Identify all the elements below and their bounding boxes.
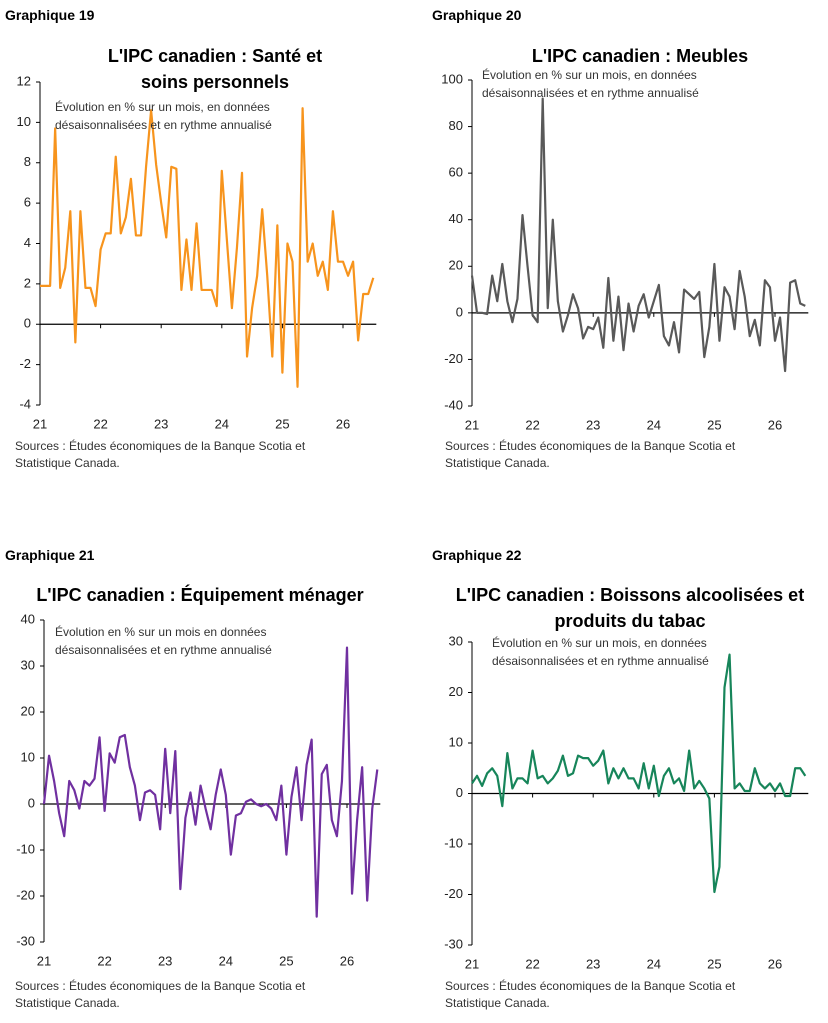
x-tick-label: 26 <box>336 416 350 431</box>
y-tick-label: -10 <box>444 835 463 850</box>
chart-source: Sources : Études économiques de la Banqu… <box>445 439 736 470</box>
y-tick-label: 6 <box>24 195 31 210</box>
chart-source: Sources : Études économiques de la Banqu… <box>15 439 306 470</box>
chart-label: Graphique 22 <box>432 547 522 563</box>
y-tick-label: 12 <box>17 73 31 88</box>
chart-source: Sources : Études économiques de la Banqu… <box>15 979 306 1010</box>
y-tick-label: -2 <box>19 356 31 371</box>
y-tick-label: 40 <box>21 611 35 626</box>
x-tick-label: 22 <box>93 416 107 431</box>
series-line <box>471 653 807 894</box>
x-tick-label: 22 <box>525 417 539 432</box>
y-tick-label: 80 <box>449 118 463 133</box>
y-tick-label: -4 <box>19 396 31 411</box>
x-tick-label: 23 <box>154 416 168 431</box>
x-tick-label: 26 <box>340 953 354 968</box>
y-tick-label: 2 <box>24 275 31 290</box>
chart-title: L'IPC canadien : Santé et soins personne… <box>107 46 323 92</box>
y-tick-label: 20 <box>449 684 463 699</box>
y-tick-label: 30 <box>449 633 463 648</box>
y-tick-label: 60 <box>449 165 463 180</box>
chart-title: L'IPC canadien : Boissons alcoolisées et… <box>455 585 805 631</box>
y-tick-label: 0 <box>24 316 31 331</box>
y-tick-label: 0 <box>456 785 463 800</box>
y-tick-label: 100 <box>441 71 463 86</box>
chart-subtitle: Évolution en % sur un mois en données dé… <box>55 625 272 657</box>
x-tick-label: 21 <box>465 956 479 971</box>
chart-title: L'IPC canadien : Meubles <box>531 46 749 66</box>
series-line <box>40 107 375 388</box>
series-line <box>470 97 806 373</box>
chart-subtitle: Évolution en % sur un mois, en données d… <box>55 100 272 132</box>
x-tick-label: 24 <box>647 417 661 432</box>
x-tick-label: 22 <box>525 956 539 971</box>
y-tick-label: -30 <box>16 933 35 948</box>
y-tick-label: 0 <box>456 304 463 319</box>
x-tick-label: 21 <box>37 953 51 968</box>
y-tick-label: 4 <box>24 235 31 250</box>
x-tick-label: 23 <box>586 417 600 432</box>
y-tick-label: -20 <box>444 886 463 901</box>
series-line <box>42 646 379 918</box>
y-tick-label: -20 <box>16 887 35 902</box>
y-tick-label: 10 <box>21 749 35 764</box>
y-tick-label: 10 <box>449 734 463 749</box>
chart-label: Graphique 21 <box>5 547 95 563</box>
y-tick-label: 30 <box>21 657 35 672</box>
y-tick-label: -10 <box>16 841 35 856</box>
y-tick-label: 40 <box>449 211 463 226</box>
x-tick-label: 24 <box>215 416 229 431</box>
y-tick-label: 20 <box>449 258 463 273</box>
y-tick-label: -40 <box>444 397 463 412</box>
x-tick-label: 25 <box>279 953 293 968</box>
x-tick-label: 24 <box>647 956 661 971</box>
y-tick-label: -20 <box>444 351 463 366</box>
chart-subtitle: Évolution en % sur un mois, en données d… <box>492 636 709 668</box>
y-tick-label: 10 <box>17 114 31 129</box>
x-tick-label: 26 <box>768 956 782 971</box>
chart-title: L'IPC canadien : Équipement ménager <box>36 585 364 605</box>
y-tick-label: 8 <box>24 154 31 169</box>
x-tick-label: 25 <box>707 417 721 432</box>
x-tick-label: 25 <box>275 416 289 431</box>
chart-label: Graphique 20 <box>432 7 522 23</box>
y-tick-label: 20 <box>21 703 35 718</box>
x-tick-label: 21 <box>33 416 47 431</box>
y-tick-label: 0 <box>28 795 35 810</box>
x-tick-label: 23 <box>158 953 172 968</box>
y-tick-label: -30 <box>444 936 463 951</box>
x-tick-label: 23 <box>586 956 600 971</box>
x-tick-label: 22 <box>97 953 111 968</box>
x-tick-label: 26 <box>768 417 782 432</box>
x-tick-label: 21 <box>465 417 479 432</box>
chart-source: Sources : Études économiques de la Banqu… <box>445 979 736 1010</box>
chart-label: Graphique 19 <box>5 7 95 23</box>
x-tick-label: 25 <box>707 956 721 971</box>
chart-subtitle: Évolution en % sur un mois, en données d… <box>482 68 699 100</box>
x-tick-label: 24 <box>219 953 233 968</box>
